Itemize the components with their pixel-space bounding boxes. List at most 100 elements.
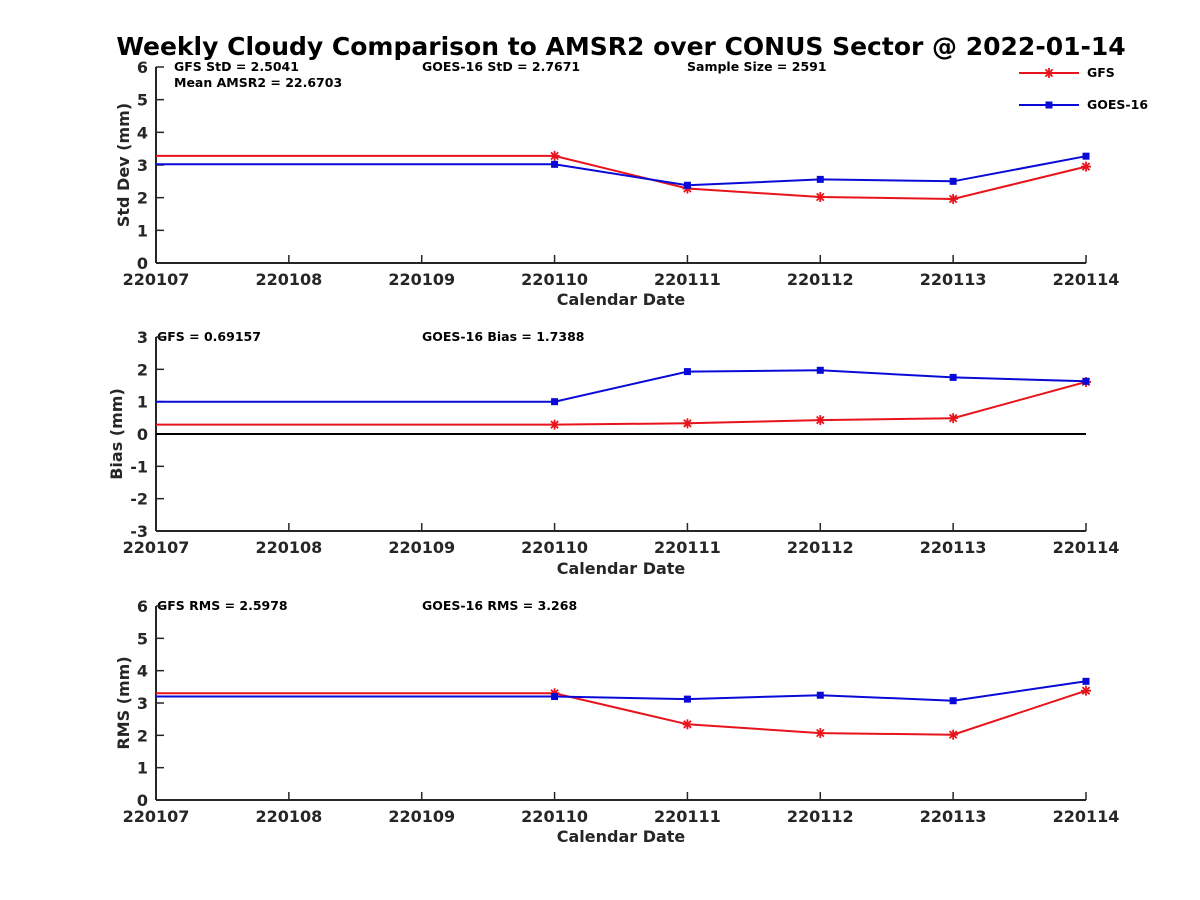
std-gfs-point	[1081, 161, 1091, 172]
std-gfs-point	[815, 192, 826, 203]
bias-x-tick-label: 220108	[255, 538, 322, 557]
std-x-tick-label: 220113	[920, 270, 987, 289]
std-panel: GFS StD = 2.5041 Mean AMSR2 = 22.6703 GO…	[114, 58, 1119, 309]
std-x-axis-label: Calendar Date	[557, 290, 686, 309]
chart-title: Weekly Cloudy Comparison to AMSR2 over C…	[116, 32, 1125, 61]
bias-annotation-gfs: GFS = 0.69157	[157, 329, 261, 344]
std-gfs-line	[156, 154, 1087, 201]
bias-x-tick-label: 220110	[521, 538, 588, 557]
rms-y-tick-label: 2	[137, 726, 148, 745]
std-x-tick-label: 220107	[123, 270, 190, 289]
std-y-tick-label: 3	[137, 156, 148, 175]
bias-y-tick-label: -1	[130, 457, 148, 476]
bias-goes-16-line	[156, 369, 1087, 403]
bias-y-tick-label: -3	[130, 522, 148, 541]
std-y-tick-label: 6	[137, 58, 148, 77]
rms-y-tick-label: 0	[137, 791, 148, 810]
legend-goes-16-marker	[1045, 101, 1053, 109]
bias-y-tick-label: 1	[137, 393, 148, 412]
bias-gfs-point	[948, 413, 959, 424]
std-y-tick-label: 4	[137, 123, 148, 142]
std-goes-16-point	[551, 160, 559, 168]
std-annotation-mean-amsr2: Mean AMSR2 = 22.6703	[174, 75, 342, 90]
legend: GFS GOES-16	[1019, 65, 1148, 112]
bias-x-tick-label: 220111	[654, 538, 721, 557]
bias-y-tick-label: 3	[137, 328, 148, 347]
bias-goes-16-point	[551, 398, 559, 406]
rms-gfs-point	[948, 729, 959, 740]
bias-y-tick-label: 0	[137, 425, 148, 444]
legend-item-gfs: GFS	[1019, 65, 1115, 80]
rms-x-tick-label: 220114	[1053, 807, 1120, 826]
bias-y-axis-label: Bias (mm)	[107, 388, 126, 480]
bias-gfs-point	[549, 419, 560, 430]
std-x-tick-label: 220114	[1053, 270, 1120, 289]
rms-y-axis-label: RMS (mm)	[114, 656, 133, 749]
std-annotation-gfs-std: GFS StD = 2.5041	[174, 59, 299, 74]
rms-y-tick-label: 6	[137, 597, 148, 616]
legend-goes-16-marker-shape	[1045, 101, 1053, 109]
std-x-tick-label: 220108	[255, 270, 322, 289]
std-x-tick-label: 220109	[388, 270, 455, 289]
bias-gfs-point	[682, 418, 693, 429]
std-y-tick-label: 1	[137, 221, 148, 240]
rms-annotation-gfs: GFS RMS = 2.5978	[157, 598, 288, 613]
rms-x-axis-label: Calendar Date	[557, 827, 686, 846]
rms-goes-16-point	[551, 693, 559, 701]
bias-gfs-line	[156, 380, 1087, 426]
rms-ticks: 220107 220108 220109 220110 220111 220112 2201…	[123, 597, 1120, 826]
rms-x-tick-label: 220110	[521, 807, 588, 826]
rms-gfs-line	[156, 689, 1087, 736]
legend-gfs-marker-shape	[1044, 68, 1054, 78]
rms-x-tick-label: 220108	[255, 807, 322, 826]
bias-gfs-point	[815, 415, 826, 426]
rms-x-tick-label: 220109	[388, 807, 455, 826]
rms-goes-16-point	[949, 697, 957, 705]
rms-y-tick-label: 3	[137, 694, 148, 713]
std-y-axis-label: Std Dev (mm)	[114, 103, 133, 227]
rms-x-tick-label: 220113	[920, 807, 987, 826]
rms-series	[156, 677, 1091, 740]
legend-gfs-label: GFS	[1087, 65, 1115, 80]
std-gfs-point	[948, 193, 959, 204]
std-goes-16-point	[1082, 152, 1090, 160]
rms-gfs-point	[1081, 685, 1091, 696]
bias-x-tick-label: 220113	[920, 538, 987, 557]
rms-y-tick-label: 4	[137, 662, 148, 681]
std-goes-16-point	[816, 175, 824, 183]
rms-x-tick-label: 220112	[787, 807, 854, 826]
legend-goes-16-label: GOES-16	[1087, 97, 1148, 112]
rms-gfs-point	[815, 728, 826, 739]
bias-y-tick-label: 2	[137, 360, 148, 379]
bias-goes-16-point	[949, 373, 957, 381]
bias-x-tick-label: 220109	[388, 538, 455, 557]
bias-panel: GFS = 0.69157 GOES-16 Bias = 1.7388 Cale…	[107, 328, 1119, 578]
std-x-tick-label: 220111	[654, 270, 721, 289]
std-ticks: 220107 220108 220109 220110 220111 220112 2201…	[123, 58, 1120, 289]
bias-series	[156, 366, 1091, 435]
rms-panel: GFS RMS = 2.5978 GOES-16 RMS = 3.268 Cal…	[114, 597, 1119, 846]
std-y-tick-label: 5	[137, 91, 148, 110]
std-gfs-point	[549, 150, 560, 161]
rms-gridless-axes	[155, 606, 1086, 801]
std-x-tick-label: 220110	[521, 270, 588, 289]
std-goes-16-point	[949, 177, 957, 185]
bias-goes-16-point	[1082, 377, 1090, 385]
std-series	[156, 150, 1091, 204]
rms-gfs-point	[682, 719, 693, 730]
rms-goes-16-line	[156, 680, 1087, 702]
bias-y-tick-label: -2	[130, 490, 148, 509]
std-x-tick-label: 220112	[787, 270, 854, 289]
bias-ticks: 220107 220108 220109 220110 220111 220112 2201…	[123, 328, 1120, 557]
std-goes-16-line	[156, 155, 1087, 187]
rms-goes-16-point	[816, 691, 824, 699]
std-annotation-sample-size: Sample Size = 2591	[687, 59, 827, 74]
std-y-tick-label: 0	[137, 254, 148, 273]
rms-x-tick-label: 220107	[123, 807, 190, 826]
rms-y-tick-label: 1	[137, 759, 148, 778]
std-goes-16-point	[683, 181, 691, 189]
rms-annotation-goes: GOES-16 RMS = 3.268	[422, 598, 577, 613]
std-y-tick-label: 2	[137, 189, 148, 208]
bias-x-tick-label: 220112	[787, 538, 854, 557]
